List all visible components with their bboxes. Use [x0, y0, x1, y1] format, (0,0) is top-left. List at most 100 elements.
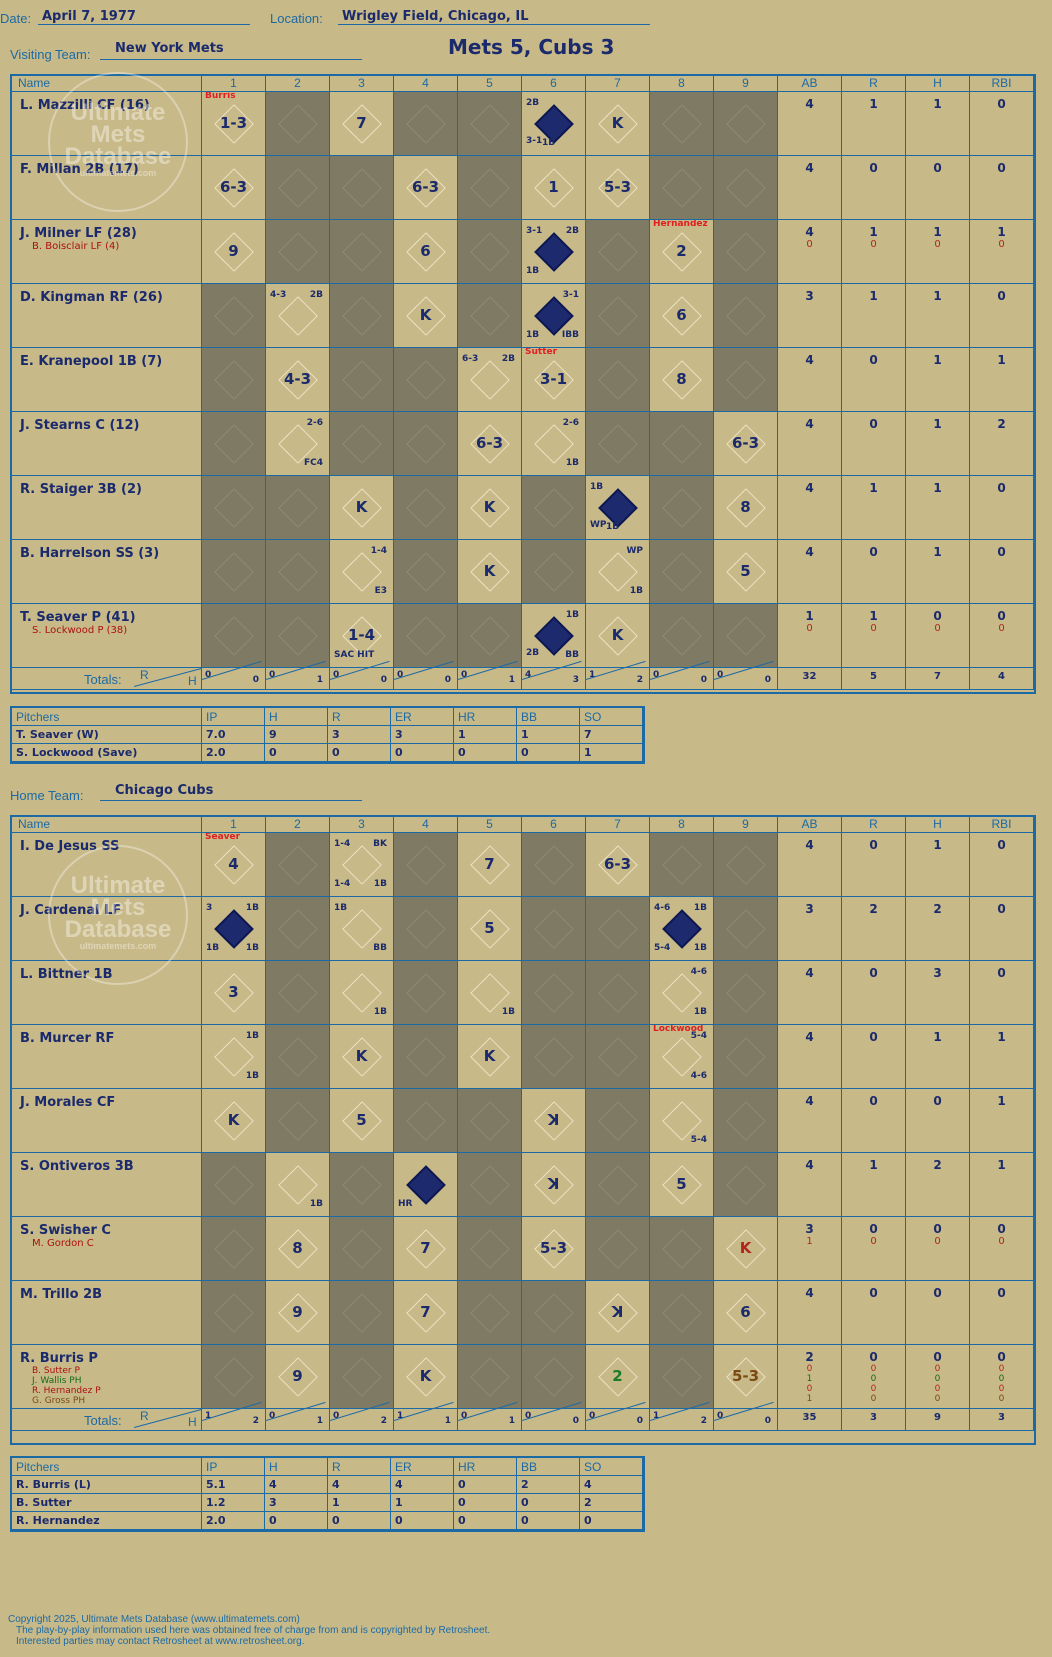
inning-cell: 1B 1B	[202, 1025, 266, 1089]
base-diamond	[341, 1356, 382, 1397]
play-annotation: 4-6	[654, 903, 671, 913]
stat-value: 0	[997, 97, 1006, 111]
play-result: 6	[740, 1303, 751, 1321]
inning-cell	[330, 412, 394, 476]
stat-value: 0	[870, 1374, 877, 1384]
pitcher-table-header: H	[265, 1458, 328, 1476]
stat-value: 0	[806, 1364, 813, 1374]
inning-hits: 0	[764, 675, 771, 685]
inning-cell	[586, 220, 650, 284]
inning-cell	[330, 284, 394, 348]
stat-cell: 1	[906, 348, 970, 412]
inning-runs: 0	[397, 670, 404, 680]
inning-cell	[202, 284, 266, 348]
pitching-change-label: Burris	[205, 92, 236, 101]
inning-cell	[714, 833, 778, 897]
date-label: Date:	[0, 11, 32, 26]
play-result: 1	[548, 178, 559, 196]
play-annotation: 2B	[501, 354, 515, 364]
stat-value: 0	[869, 161, 878, 175]
play-annotation: 5-4	[690, 1135, 707, 1145]
column-header-name: Name	[12, 817, 202, 833]
play-annotation: BB	[565, 650, 579, 660]
stat-cell: 0	[970, 961, 1034, 1025]
player-name: J. Morales CF	[20, 1095, 116, 1110]
inning-cell: 1-4 SAC HIT	[330, 604, 394, 668]
stat-value: 0	[933, 161, 942, 175]
play-annotation: 2-6	[306, 418, 323, 428]
player-name-cell: T. Seaver P (41) S. Lockwood P (38)	[12, 604, 202, 668]
pitcher-table-header: R	[328, 708, 391, 726]
base-diamond	[725, 844, 766, 885]
inning-cell	[522, 1281, 586, 1345]
play-annotation: 3-1	[526, 226, 543, 236]
pitcher-stat: 0	[265, 744, 328, 762]
pitcher-table-header: IP	[202, 708, 265, 726]
inning-cell	[586, 961, 650, 1025]
play-annotation: 2-6	[562, 418, 579, 428]
play-annotation: 2B	[526, 648, 540, 658]
player-name: S. Ontiveros 3B	[20, 1159, 134, 1174]
inning-cell: 5-3	[522, 1217, 586, 1281]
play-result: 6-3	[475, 434, 504, 452]
inning-cell	[714, 220, 778, 284]
inning-cell	[586, 897, 650, 961]
base-diamond	[533, 551, 574, 592]
inning-cell	[714, 284, 778, 348]
pitcher-table-header: HR	[454, 708, 517, 726]
base-diamond	[533, 972, 574, 1013]
inning-runs: 0	[269, 1411, 276, 1421]
play-annotation: 1B	[526, 266, 540, 276]
column-header-stat: R	[842, 817, 906, 833]
pitcher-table-header: R	[328, 1458, 391, 1476]
stat-cell: 0	[970, 1281, 1034, 1345]
base-diamond	[469, 167, 510, 208]
stat-value: 1	[997, 1030, 1006, 1044]
total-stat-cell: 4	[970, 668, 1034, 690]
inning-cell	[330, 1217, 394, 1281]
pitcher-stat: 0	[328, 1512, 391, 1530]
stat-value: 1	[869, 1158, 878, 1172]
inning-cell	[458, 1217, 522, 1281]
base-diamond	[597, 1036, 638, 1077]
play-annotation: 1B	[693, 943, 707, 953]
stat-cell: 4	[778, 1153, 842, 1217]
stat-cell: 0	[906, 1089, 970, 1153]
stat-cell: 1	[842, 1153, 906, 1217]
inning-hits: 0	[252, 675, 259, 685]
inning-cell	[394, 348, 458, 412]
base-diamond	[661, 423, 702, 464]
play-result: K	[611, 114, 624, 132]
inning-cell	[330, 348, 394, 412]
stat-value: 1	[806, 1374, 813, 1384]
base-diamond	[533, 908, 574, 949]
footer: Copyright 2025, Ultimate Mets Database (…	[8, 1614, 490, 1647]
base-diamond	[597, 295, 638, 336]
play-result: ꓘ	[547, 1111, 560, 1129]
inning-hits: 0	[380, 675, 387, 685]
base-diamond	[469, 1100, 510, 1141]
inning-cell: 3 1B 1B 1B	[202, 897, 266, 961]
inning-cell	[522, 540, 586, 604]
base-diamond	[725, 1100, 766, 1141]
total-stat-cell: 3	[970, 1409, 1034, 1431]
base-diamond	[469, 1228, 510, 1269]
column-header-inning: 7	[586, 76, 650, 92]
play-annotation: SAC HIT	[334, 650, 375, 660]
stat-value: 0	[998, 239, 1005, 250]
pitcher-stat: 3	[391, 726, 454, 744]
play-annotation: BB	[373, 943, 387, 953]
stat-value: 0	[998, 1384, 1005, 1394]
stat-value: 4	[805, 161, 814, 175]
stat-value: 4	[805, 1030, 814, 1044]
inning-cell	[202, 412, 266, 476]
play-result: 8	[676, 370, 687, 388]
column-header-stat: H	[906, 817, 970, 833]
